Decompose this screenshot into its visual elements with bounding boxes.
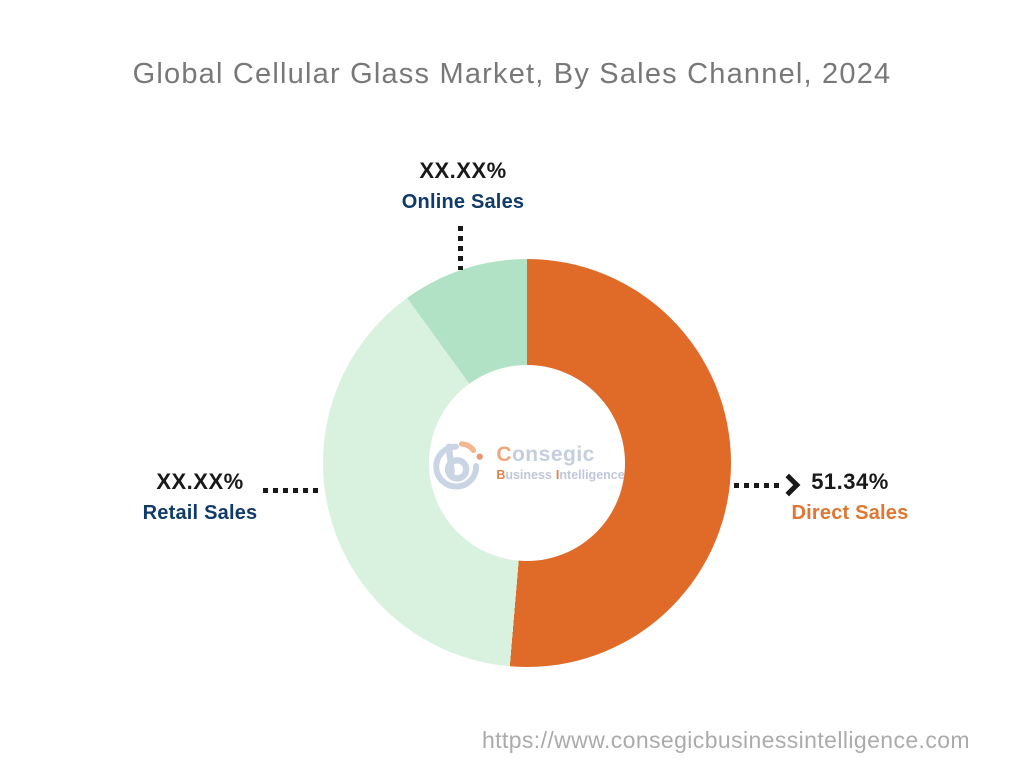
retail-sales-value: XX.XX% xyxy=(156,469,244,494)
watermark-tagline: Business Intelligence xyxy=(496,467,625,482)
leader-line-retail xyxy=(263,488,319,493)
label-online-sales: XX.XX% Online Sales xyxy=(353,158,573,214)
online-sales-label: Online Sales xyxy=(401,191,525,213)
donut-chart: Consegic Business Intelligence xyxy=(323,259,731,667)
watermark-brand: Consegic xyxy=(496,442,595,466)
label-retail-sales: XX.XX% Retail Sales xyxy=(105,469,295,525)
page-title: Global Cellular Glass Market, By Sales C… xyxy=(132,58,892,90)
retail-sales-label: Retail Sales xyxy=(142,502,258,524)
leader-line-online xyxy=(458,226,463,270)
watermark-text: Consegic Business Intelligence xyxy=(496,442,625,482)
label-direct-sales: 51.34% Direct Sales xyxy=(765,469,935,525)
online-sales-value: XX.XX% xyxy=(419,158,507,183)
donut-hole: Consegic Business Intelligence xyxy=(429,365,625,561)
direct-sales-label: Direct Sales xyxy=(791,502,909,524)
source-url[interactable]: https://www.consegicbusinessintelligence… xyxy=(481,727,970,753)
leader-line-direct xyxy=(734,483,780,488)
direct-sales-value: 51.34% xyxy=(811,469,889,494)
consegic-logo-icon xyxy=(433,441,484,490)
watermark-logo: Consegic Business Intelligence xyxy=(429,434,625,492)
